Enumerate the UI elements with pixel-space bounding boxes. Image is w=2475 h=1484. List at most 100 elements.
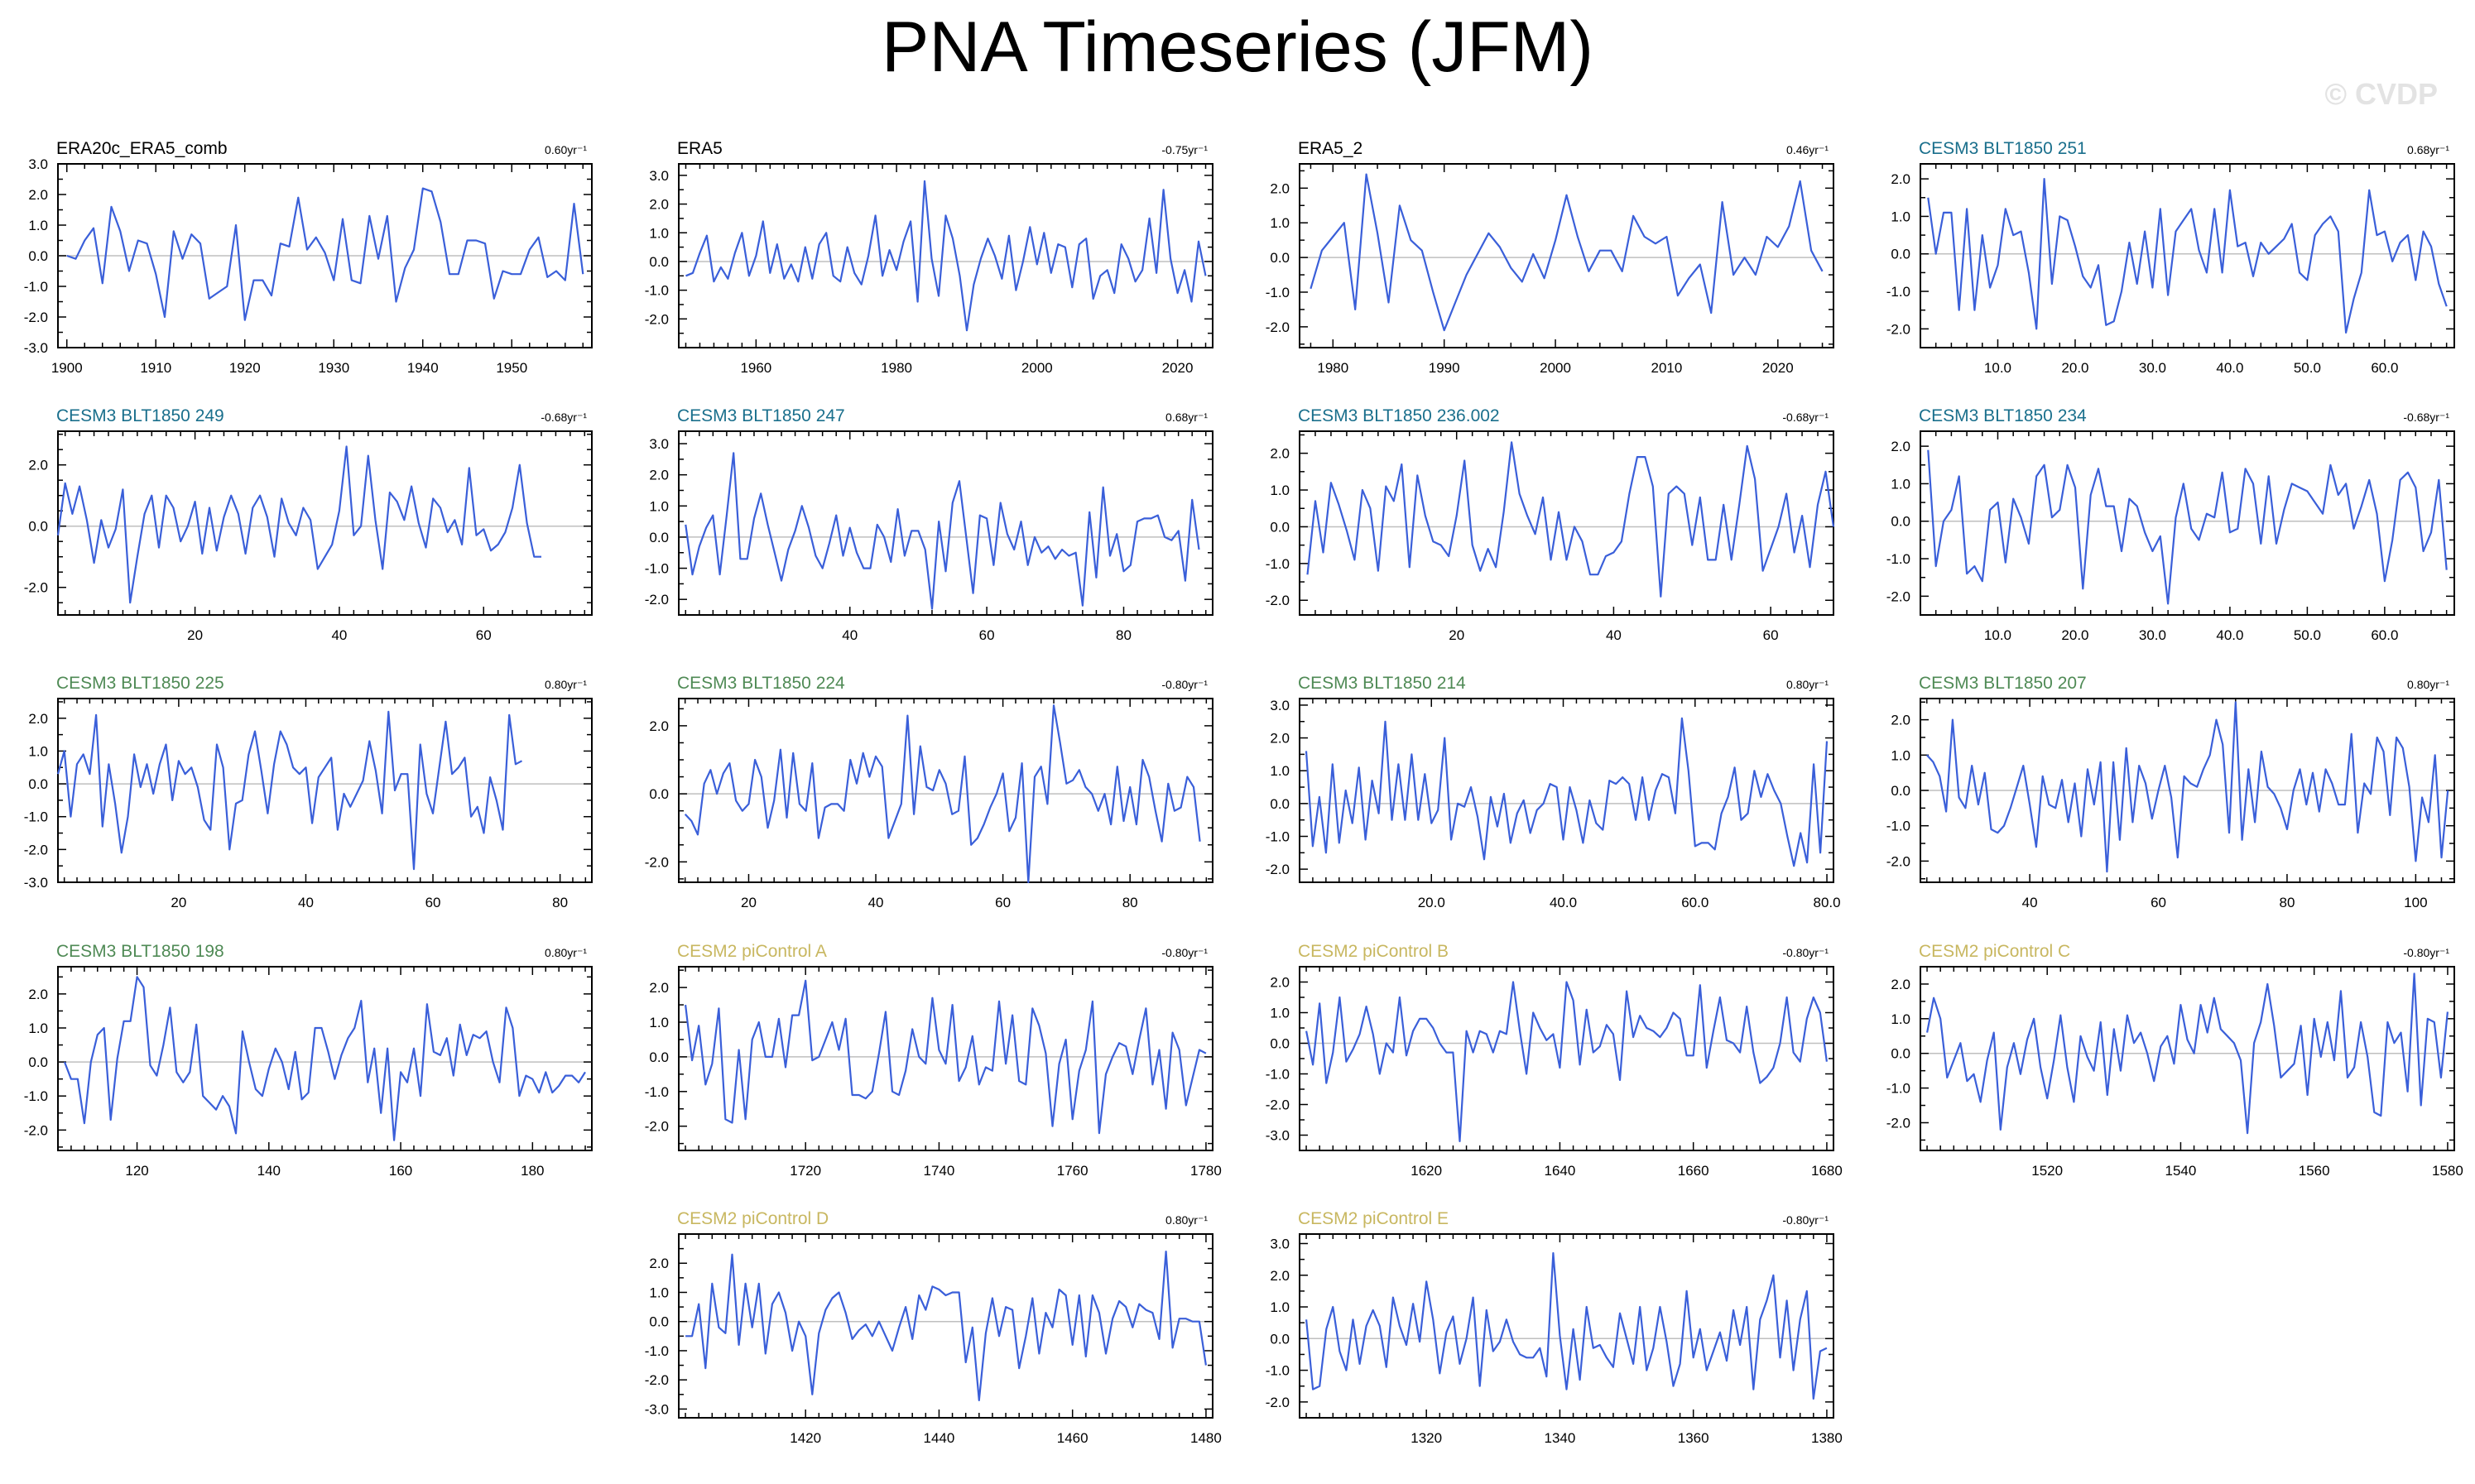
series-line [1926,973,2449,1135]
x-tick-label: 80 [552,895,568,910]
y-tick-label: 1.0 [1270,1006,1290,1021]
x-tick-label: 1320 [1411,1430,1442,1446]
y-tick-label: -1.0 [645,283,669,299]
x-tick-label: 80.0 [1813,895,1840,910]
y-tick-label: 0.0 [28,519,48,535]
x-tick-label: 1960 [740,360,771,376]
y-tick-label: 1.0 [1270,763,1290,779]
y-tick-label: -2.0 [24,1122,48,1138]
y-tick-label: -1.0 [1886,819,1910,834]
y-tick-label: 2.0 [1891,713,1910,728]
x-tick-label: 160 [389,1163,412,1179]
series-line [1925,701,2449,873]
x-tick-label: 80 [1122,895,1138,910]
panel-title: CESM3 BLT1850 249 [56,406,224,425]
y-tick-label: -2.0 [24,580,48,596]
series-line [66,187,584,321]
x-tick-label: 180 [521,1163,544,1179]
y-tick-label: -1.0 [645,561,669,577]
x-tick-label: 1900 [51,360,83,376]
x-tick-label: 20.0 [2061,627,2088,643]
x-tick-label: 1980 [881,360,912,376]
panel-trend: -0.68yr⁻¹ [541,411,587,424]
series-line [1305,717,1829,867]
y-tick-label: 0.0 [1270,1331,1290,1347]
chart-panel: -2.0 -1.0 0.0 1.0 2.0 1520 1540 1560 1580 CESM2 p… [1886,942,2463,1179]
x-tick-label: 50.0 [2294,627,2321,643]
y-tick-label: 1.0 [28,218,48,233]
y-tick-label: -2.0 [1266,1395,1290,1410]
panel-title: CESM3 BLT1850 236.002 [1298,406,1500,425]
panel-title: CESM3 BLT1850 214 [1298,674,1466,693]
y-tick-label: 0.0 [1270,1036,1290,1052]
x-tick-label: 30.0 [2139,627,2166,643]
series-line [1305,981,1828,1143]
series-line [1927,178,2448,334]
y-tick-label: 2.0 [28,458,48,473]
chart-panel: -3.0 -2.0 -1.0 0.0 1.0 2.0 1620 1640 1660 1680 CES… [1266,942,1843,1179]
x-tick-label: 60 [476,627,492,643]
y-tick-label: -2.0 [1266,1097,1290,1113]
y-tick-label: 2.0 [649,468,669,483]
x-tick-label: 60 [1763,627,1779,643]
series-line [63,976,586,1141]
page-title: PNA Timeseries (JFM) [881,7,1594,87]
plot-frame [678,430,1213,616]
x-tick-label: 1560 [2299,1163,2330,1179]
x-tick-label: 40.0 [1550,895,1577,910]
y-tick-label: -2.0 [1886,853,1910,869]
panel-title: CESM3 BLT1850 251 [1919,139,2087,158]
panel-trend: 0.46yr⁻¹ [1786,143,1829,156]
chart-panel: -2.0 -1.0 0.0 1.0 2.0 10.0 20.0 30.0 40.0 50.0 60.… [1886,139,2455,376]
y-tick-label: 2.0 [28,987,48,1002]
plot-frame [678,163,1213,348]
x-tick-label: 20 [171,895,186,910]
y-tick-label: 3.0 [1270,1236,1290,1251]
plot-frame [57,966,593,1151]
x-tick-label: 60 [425,895,441,910]
x-tick-label: 1680 [1811,1163,1843,1179]
x-tick-label: 1580 [2432,1163,2463,1179]
y-tick-label: -3.0 [645,1401,669,1417]
series-line [1306,441,1835,598]
x-tick-label: 2020 [1162,360,1194,376]
x-tick-label: 80 [1116,627,1132,643]
y-tick-label: -1.0 [1266,285,1290,300]
y-tick-label: -1.0 [24,809,48,825]
y-tick-label: -2.0 [645,1372,669,1388]
x-tick-label: 20.0 [1418,895,1445,910]
x-tick-label: 40 [331,627,347,643]
plot-frame [57,698,593,883]
x-tick-label: 1460 [1057,1430,1089,1446]
panel-title: CESM2 piControl C [1919,942,2070,961]
x-tick-label: 1920 [229,360,261,376]
chart-panel: -2.0 0.0 2.0 20 40 60 CESM3 BLT1850 249 -0.68yr… [24,406,593,643]
y-tick-label: 2.0 [1270,1268,1290,1284]
y-tick-label: -1.0 [1886,551,1910,567]
y-tick-label: 1.0 [1891,209,1910,224]
y-tick-label: 2.0 [1891,977,1910,992]
y-tick-label: 1.0 [1270,1299,1290,1315]
series-line [56,710,523,871]
x-tick-label: 10.0 [1984,627,2011,643]
chart-panel: -2.0 -1.0 0.0 1.0 2.0 3.0 40 60 80 CESM3 BLT1850 … [645,406,1213,643]
x-tick-label: 30.0 [2139,360,2166,376]
y-tick-label: 0.0 [28,248,48,264]
x-tick-label: 20.0 [2061,360,2088,376]
chart-panel: -3.0 -2.0 -1.0 0.0 1.0 2.0 1420 1440 1460 1480 CES… [645,1209,1222,1446]
y-tick-label: 0.0 [649,254,669,270]
x-tick-label: 40 [298,895,314,910]
y-tick-label: 1.0 [1270,215,1290,231]
y-tick-label: 1.0 [28,743,48,759]
series-line [1305,1251,1828,1400]
x-tick-label: 1740 [924,1163,955,1179]
series-line [685,180,1207,332]
y-tick-label: 0.0 [1891,514,1910,530]
x-tick-label: 1950 [496,360,527,376]
plot-frame [1299,430,1834,616]
y-tick-label: -2.0 [1886,1115,1910,1131]
y-tick-label: -2.0 [24,842,48,857]
chart-panel: -2.0 -1.0 0.0 1.0 2.0 3.0 1320 1340 1360 1380 CESM… [1266,1209,1843,1446]
y-tick-label: 1.0 [1270,483,1290,498]
y-tick-label: -2.0 [645,1119,669,1135]
